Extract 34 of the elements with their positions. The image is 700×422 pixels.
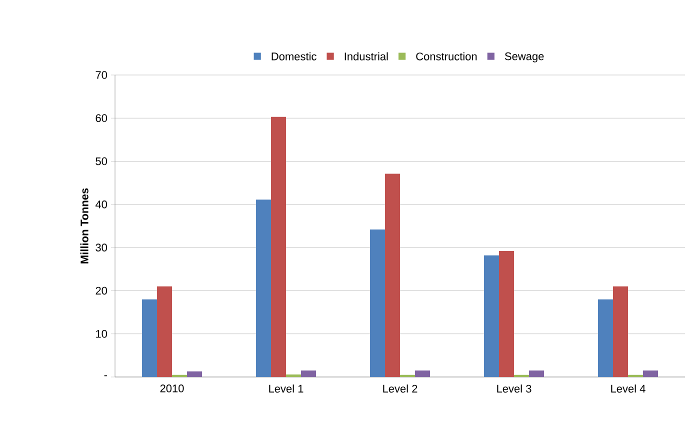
legend-label: Domestic (272, 52, 316, 60)
bar (286, 374, 302, 377)
x-tick-label: Level 1 (269, 384, 304, 393)
y-tick-label: 30 (96, 244, 108, 252)
y-tick-label: 10 (96, 330, 108, 338)
bar (142, 299, 158, 377)
y-tick-label: 40 (95, 200, 108, 208)
legend-label: Sewage (504, 52, 544, 62)
bar (157, 286, 172, 377)
bar (598, 299, 613, 377)
y-tick-label: 70 (96, 71, 108, 79)
bar (256, 200, 272, 377)
bar (499, 251, 514, 377)
legend-label: Industrial (344, 52, 388, 60)
bar (529, 370, 544, 377)
y-tick-label: 20 (96, 286, 108, 295)
bar (613, 286, 628, 377)
y-tick-label: - (104, 375, 107, 376)
x-tick-label: Level 4 (611, 384, 646, 393)
y-axis-title: Million Tonnes (80, 188, 88, 264)
bar (301, 370, 316, 377)
bar (484, 255, 500, 377)
x-tick-label: 2010 (160, 384, 184, 392)
x-tick-label: Level 3 (497, 384, 532, 393)
bar (643, 370, 658, 377)
x-tick-label: Level 2 (383, 384, 418, 393)
bar (385, 174, 400, 377)
y-tick-label: 50 (96, 157, 108, 166)
bar (370, 229, 386, 377)
bar (415, 370, 430, 377)
bar (187, 371, 202, 377)
legend-label: Construction (416, 52, 477, 60)
y-tick-label: 60 (96, 114, 108, 122)
bar (271, 116, 286, 377)
